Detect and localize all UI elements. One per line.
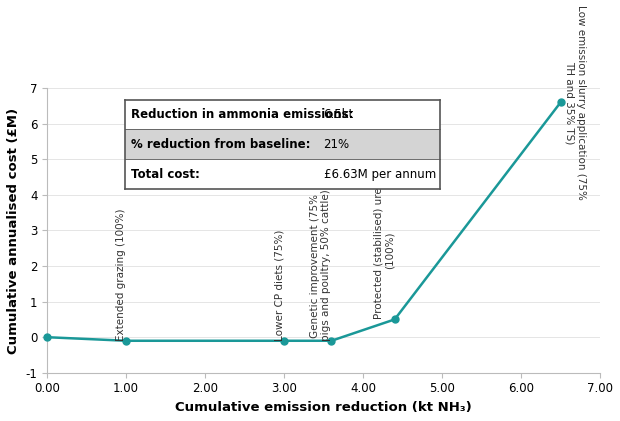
Text: % reduction from baseline:: % reduction from baseline: xyxy=(131,138,311,151)
Text: Protected (stabilised) urea
(100%): Protected (stabilised) urea (100%) xyxy=(373,181,395,320)
Text: Reduction in ammonia emissions:: Reduction in ammonia emissions: xyxy=(131,108,353,121)
Text: Low emission slurry application (75%
TH and 35% TS): Low emission slurry application (75% TH … xyxy=(564,5,586,200)
X-axis label: Cumulative emission reduction (kt NH₃): Cumulative emission reduction (kt NH₃) xyxy=(175,401,472,414)
Text: Total cost:: Total cost: xyxy=(131,168,200,181)
Text: 21%: 21% xyxy=(324,138,350,151)
Text: £6.63M per annum: £6.63M per annum xyxy=(324,168,436,181)
Text: 6.5kt: 6.5kt xyxy=(324,108,354,121)
Y-axis label: Cumulative annualised cost (£M): Cumulative annualised cost (£M) xyxy=(7,107,20,354)
Text: Extended grazing (100%): Extended grazing (100%) xyxy=(116,208,126,341)
FancyBboxPatch shape xyxy=(125,159,440,189)
FancyBboxPatch shape xyxy=(125,99,440,129)
FancyBboxPatch shape xyxy=(125,129,440,159)
Text: Genetic improvement (75%
pigs and poultry, 50% cattle): Genetic improvement (75% pigs and poultr… xyxy=(310,190,332,341)
Text: Lower CP diets (75%): Lower CP diets (75%) xyxy=(274,229,284,341)
